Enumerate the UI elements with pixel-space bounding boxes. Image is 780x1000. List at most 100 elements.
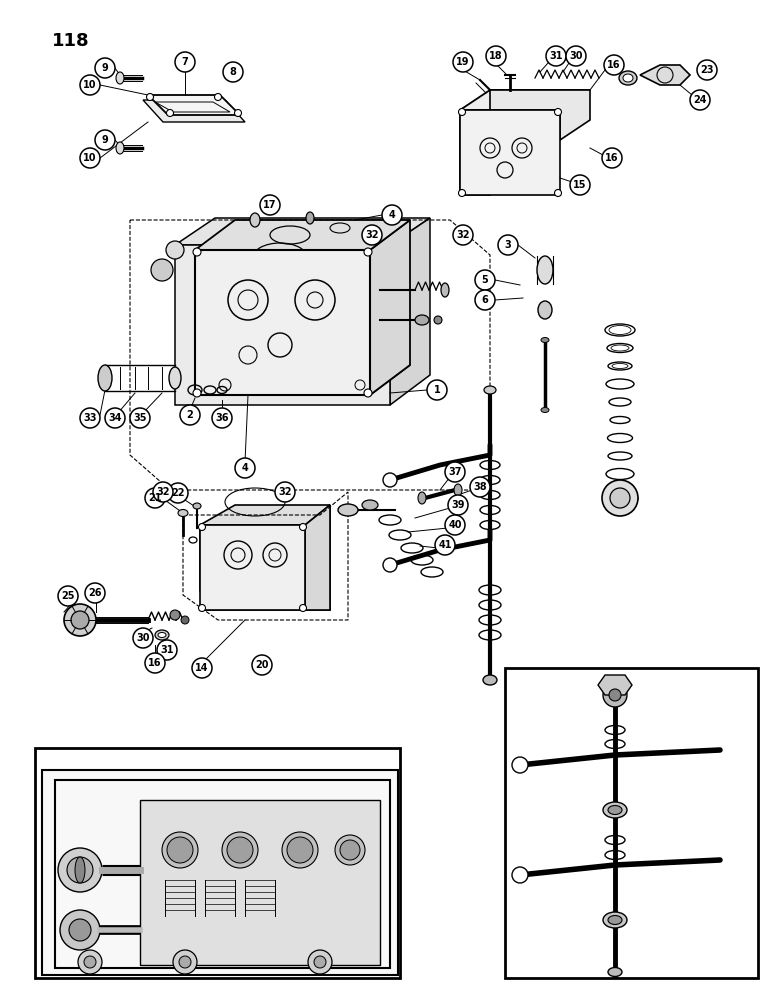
Circle shape <box>167 837 193 863</box>
Circle shape <box>610 488 630 508</box>
Text: 23: 23 <box>700 65 714 75</box>
Circle shape <box>145 488 165 508</box>
Text: 4: 4 <box>388 210 395 220</box>
Circle shape <box>512 757 528 773</box>
Circle shape <box>235 458 255 478</box>
Circle shape <box>67 857 93 883</box>
Circle shape <box>383 558 397 572</box>
Circle shape <box>192 658 212 678</box>
Circle shape <box>215 94 222 101</box>
Text: 31: 31 <box>160 645 174 655</box>
Bar <box>35 748 400 978</box>
Circle shape <box>95 130 115 150</box>
Text: 30: 30 <box>136 633 150 643</box>
Circle shape <box>105 408 125 428</box>
Text: 32: 32 <box>156 487 170 497</box>
Polygon shape <box>195 220 410 250</box>
Polygon shape <box>148 95 240 115</box>
Circle shape <box>335 835 365 865</box>
Circle shape <box>383 473 397 487</box>
Polygon shape <box>195 365 410 395</box>
Text: 35: 35 <box>133 413 147 423</box>
Circle shape <box>80 148 100 168</box>
Circle shape <box>58 586 78 606</box>
Circle shape <box>364 248 372 256</box>
Circle shape <box>498 235 518 255</box>
Circle shape <box>362 225 382 245</box>
Circle shape <box>602 480 638 516</box>
Ellipse shape <box>541 338 549 342</box>
Circle shape <box>84 956 96 968</box>
Text: 9: 9 <box>101 135 108 145</box>
Text: 14: 14 <box>195 663 209 673</box>
Polygon shape <box>200 505 330 525</box>
Text: 18: 18 <box>489 51 503 61</box>
Circle shape <box>193 389 201 397</box>
Circle shape <box>193 248 201 256</box>
Ellipse shape <box>441 283 449 297</box>
Circle shape <box>260 195 280 215</box>
Text: 26: 26 <box>88 588 101 598</box>
Ellipse shape <box>603 802 627 818</box>
Circle shape <box>173 950 197 974</box>
Circle shape <box>166 241 184 259</box>
Circle shape <box>459 108 466 115</box>
Circle shape <box>71 611 89 629</box>
Circle shape <box>690 90 710 110</box>
Circle shape <box>145 653 165 673</box>
Polygon shape <box>460 110 560 195</box>
Ellipse shape <box>98 365 112 391</box>
Circle shape <box>602 148 622 168</box>
Text: 15: 15 <box>573 180 587 190</box>
Ellipse shape <box>116 72 124 84</box>
Circle shape <box>60 910 100 950</box>
Ellipse shape <box>541 408 549 412</box>
Circle shape <box>427 380 447 400</box>
Text: 10: 10 <box>83 80 97 90</box>
Ellipse shape <box>250 213 260 227</box>
Text: 32: 32 <box>365 230 379 240</box>
Text: 16: 16 <box>605 153 619 163</box>
Circle shape <box>212 408 232 428</box>
Text: 10: 10 <box>83 153 97 163</box>
Ellipse shape <box>418 492 426 504</box>
Circle shape <box>69 919 91 941</box>
Text: 41: 41 <box>438 540 452 550</box>
Polygon shape <box>200 525 305 610</box>
Ellipse shape <box>608 806 622 814</box>
Ellipse shape <box>306 212 314 224</box>
Circle shape <box>64 604 96 636</box>
Text: 9: 9 <box>101 63 108 73</box>
Polygon shape <box>390 218 430 405</box>
Circle shape <box>609 689 621 701</box>
Ellipse shape <box>454 484 462 496</box>
Ellipse shape <box>608 916 622 924</box>
Text: 8: 8 <box>229 67 236 77</box>
Ellipse shape <box>178 510 188 516</box>
Text: 5: 5 <box>481 275 488 285</box>
Text: 4: 4 <box>242 463 248 473</box>
Text: 31: 31 <box>549 51 562 61</box>
Circle shape <box>275 482 295 502</box>
Text: 36: 36 <box>215 413 229 423</box>
Circle shape <box>80 408 100 428</box>
Bar <box>505 668 758 978</box>
Circle shape <box>314 956 326 968</box>
Polygon shape <box>640 65 690 85</box>
Circle shape <box>235 109 242 116</box>
Ellipse shape <box>619 71 637 85</box>
Text: 7: 7 <box>182 57 189 67</box>
Circle shape <box>95 58 115 78</box>
Circle shape <box>166 109 173 116</box>
Polygon shape <box>370 220 410 395</box>
Circle shape <box>170 610 180 620</box>
Text: 33: 33 <box>83 413 97 423</box>
Text: 17: 17 <box>264 200 277 210</box>
Ellipse shape <box>193 503 201 509</box>
Ellipse shape <box>338 504 358 516</box>
Circle shape <box>80 75 100 95</box>
Circle shape <box>604 55 624 75</box>
Circle shape <box>340 840 360 860</box>
Ellipse shape <box>169 367 181 389</box>
Circle shape <box>300 524 307 530</box>
